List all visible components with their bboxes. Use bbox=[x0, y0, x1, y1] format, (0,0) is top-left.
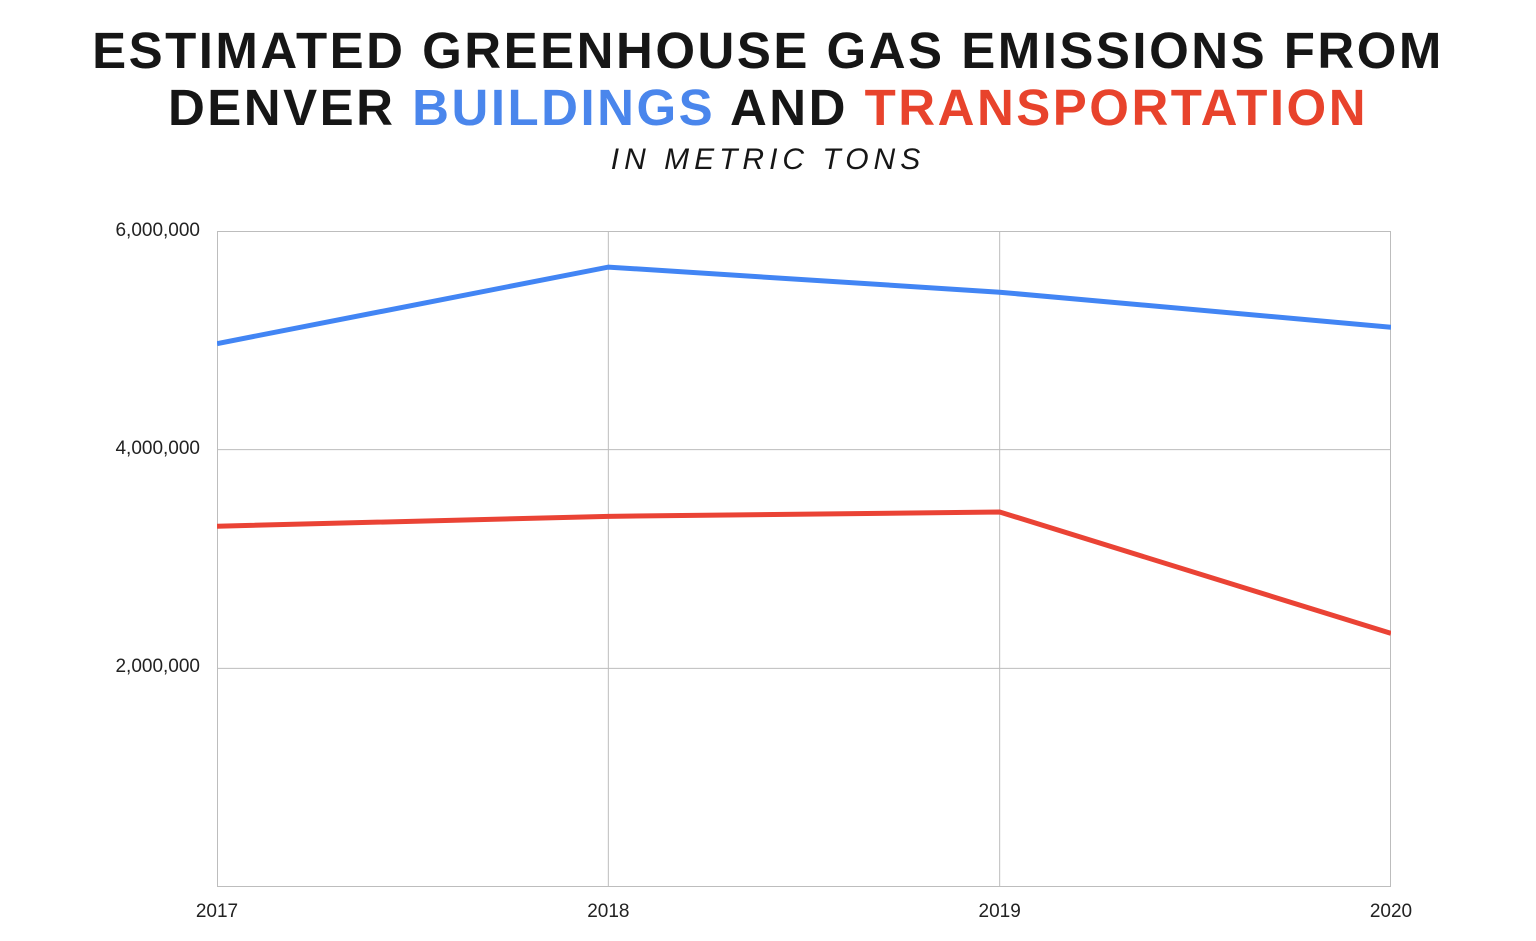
x-tick-label: 2018 bbox=[587, 901, 630, 922]
page-title-line2: DENVER BUILDINGS AND TRANSPORTATION bbox=[0, 79, 1536, 136]
x-tick-label: 2019 bbox=[978, 901, 1021, 922]
title-word-buildings: BUILDINGS bbox=[412, 79, 716, 136]
title-word-transportation: TRANSPORTATION bbox=[864, 79, 1369, 136]
y-tick-label: 6,000,000 bbox=[115, 219, 200, 241]
page-title-line1: ESTIMATED GREENHOUSE GAS EMISSIONS FROM bbox=[92, 22, 1444, 79]
x-tick-label: 2020 bbox=[1369, 901, 1413, 922]
transportation-line bbox=[217, 509, 1391, 636]
y-tick-label: 2,000,000 bbox=[115, 656, 200, 678]
chart-header: ESTIMATED GREENHOUSE GAS EMISSIONS FROM … bbox=[0, 22, 1536, 177]
title-word-denver: DENVER bbox=[167, 79, 396, 136]
buildings-line bbox=[217, 264, 1391, 347]
x-tick-label: 2017 bbox=[195, 901, 239, 922]
line-chart bbox=[217, 231, 1391, 887]
plot-area bbox=[217, 231, 1391, 887]
y-tick-label: 4,000,000 bbox=[115, 437, 200, 459]
chart-subtitle: IN METRIC TONS bbox=[610, 143, 926, 176]
title-word-and: AND bbox=[729, 79, 848, 136]
